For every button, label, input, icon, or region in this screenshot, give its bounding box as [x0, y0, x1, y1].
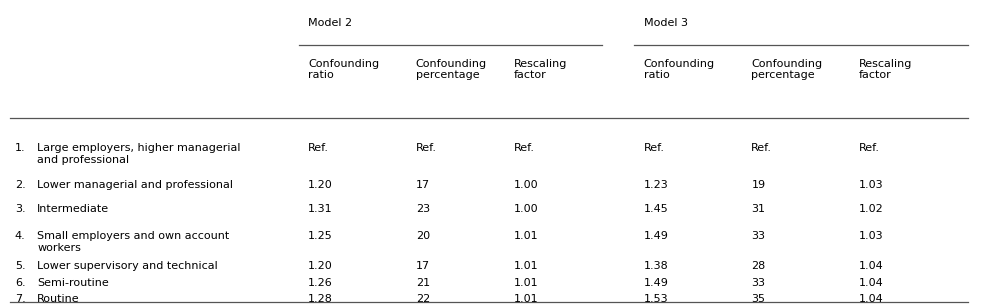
- Text: 1.49: 1.49: [644, 231, 669, 241]
- Text: 1.49: 1.49: [644, 278, 669, 288]
- Text: 1.23: 1.23: [644, 180, 669, 190]
- Text: 1.53: 1.53: [644, 294, 669, 304]
- Text: Large employers, higher managerial
and professional: Large employers, higher managerial and p…: [37, 144, 241, 165]
- Text: Confounding
percentage: Confounding percentage: [416, 59, 487, 80]
- Text: Model 3: Model 3: [644, 18, 688, 28]
- Text: 1.: 1.: [15, 144, 26, 153]
- Text: Confounding
ratio: Confounding ratio: [308, 59, 379, 80]
- Text: Intermediate: Intermediate: [37, 204, 110, 214]
- Text: 1.03: 1.03: [859, 180, 883, 190]
- Text: 17: 17: [416, 180, 430, 190]
- Text: 35: 35: [751, 294, 765, 304]
- Text: 22: 22: [416, 294, 430, 304]
- Text: 1.04: 1.04: [859, 261, 883, 271]
- Text: Ref.: Ref.: [514, 144, 535, 153]
- Text: 1.01: 1.01: [514, 294, 538, 304]
- Text: 1.25: 1.25: [308, 231, 333, 241]
- Text: 33: 33: [751, 278, 765, 288]
- Text: 1.04: 1.04: [859, 278, 883, 288]
- Text: Rescaling
factor: Rescaling factor: [859, 59, 912, 80]
- Text: Model 2: Model 2: [308, 18, 352, 28]
- Text: 1.01: 1.01: [514, 278, 538, 288]
- Text: 31: 31: [751, 204, 765, 214]
- Text: 19: 19: [751, 180, 765, 190]
- Text: Confounding
percentage: Confounding percentage: [751, 59, 822, 80]
- Text: 3.: 3.: [15, 204, 26, 214]
- Text: 2.: 2.: [15, 180, 26, 190]
- Text: 6.: 6.: [15, 278, 26, 288]
- Text: 1.02: 1.02: [859, 204, 883, 214]
- Text: Rescaling
factor: Rescaling factor: [514, 59, 567, 80]
- Text: Confounding
ratio: Confounding ratio: [644, 59, 715, 80]
- Text: 1.00: 1.00: [514, 180, 538, 190]
- Text: 4.: 4.: [15, 231, 26, 241]
- Text: 21: 21: [416, 278, 430, 288]
- Text: Ref.: Ref.: [416, 144, 437, 153]
- Text: Routine: Routine: [37, 294, 80, 304]
- Text: 33: 33: [751, 231, 765, 241]
- Text: 17: 17: [416, 261, 430, 271]
- Text: 1.28: 1.28: [308, 294, 333, 304]
- Text: 1.01: 1.01: [514, 261, 538, 271]
- Text: 1.45: 1.45: [644, 204, 669, 214]
- Text: Ref.: Ref.: [308, 144, 329, 153]
- Text: 1.00: 1.00: [514, 204, 538, 214]
- Text: 28: 28: [751, 261, 765, 271]
- Text: Ref.: Ref.: [644, 144, 665, 153]
- Text: 1.03: 1.03: [859, 231, 883, 241]
- Text: 1.38: 1.38: [644, 261, 669, 271]
- Text: 7.: 7.: [15, 294, 26, 304]
- Text: Lower managerial and professional: Lower managerial and professional: [37, 180, 234, 190]
- Text: 1.20: 1.20: [308, 261, 333, 271]
- Text: 1.20: 1.20: [308, 180, 333, 190]
- Text: 23: 23: [416, 204, 430, 214]
- Text: Lower supervisory and technical: Lower supervisory and technical: [37, 261, 219, 271]
- Text: 20: 20: [416, 231, 430, 241]
- Text: 1.31: 1.31: [308, 204, 333, 214]
- Text: Ref.: Ref.: [751, 144, 772, 153]
- Text: Small employers and own account
workers: Small employers and own account workers: [37, 231, 230, 253]
- Text: Semi-routine: Semi-routine: [37, 278, 109, 288]
- Text: 1.26: 1.26: [308, 278, 333, 288]
- Text: 1.04: 1.04: [859, 294, 883, 304]
- Text: 1.01: 1.01: [514, 231, 538, 241]
- Text: 5.: 5.: [15, 261, 26, 271]
- Text: Ref.: Ref.: [859, 144, 880, 153]
